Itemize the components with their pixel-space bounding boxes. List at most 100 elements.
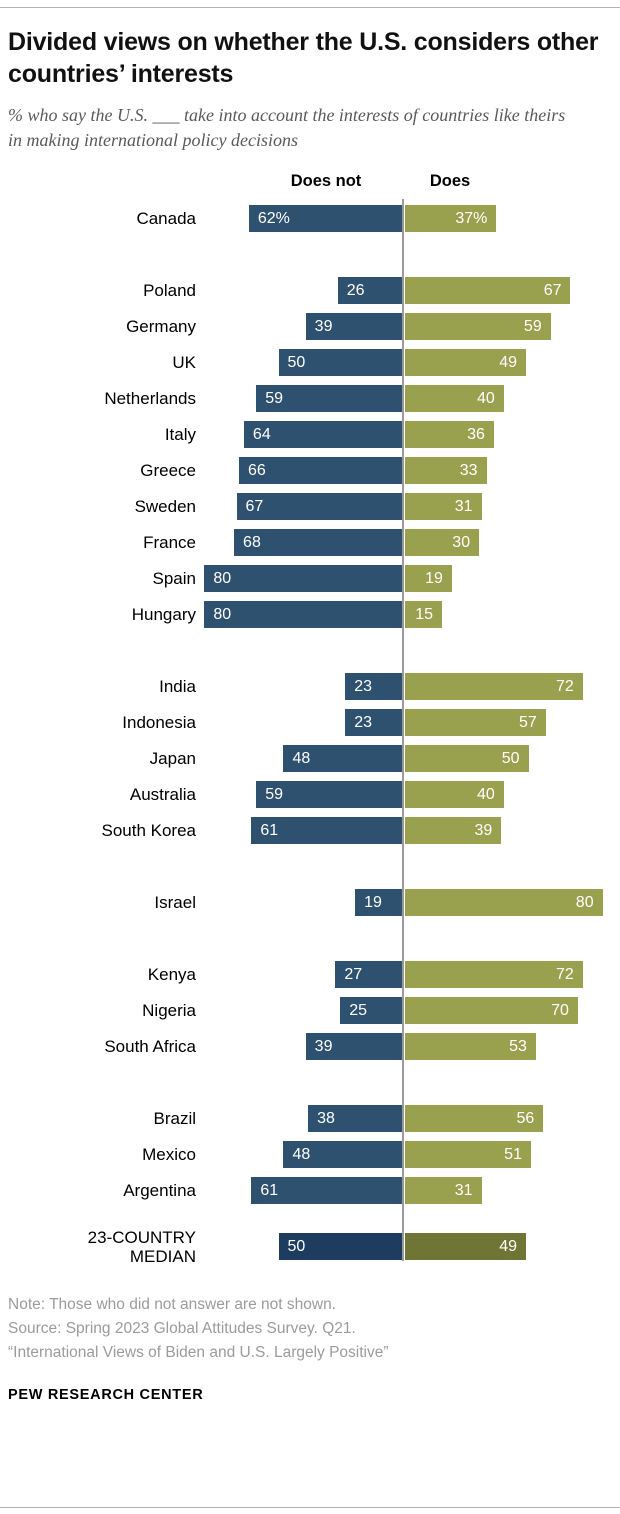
does-not-bar: 62% <box>248 205 402 233</box>
does-not-bar: 19 <box>355 889 402 917</box>
chart-row: Kenya 27 72 <box>8 957 610 993</box>
does-not-bar: 23 <box>345 709 402 737</box>
does-bar: 50 <box>405 745 529 773</box>
does-not-bar: 61 <box>251 817 402 845</box>
does-not-value: 66 <box>247 462 266 480</box>
does-bar: 33 <box>405 457 487 485</box>
country-group: Kenya 27 72 Nigeria 25 70 South Africa 39 53 <box>8 957 610 1065</box>
bar-pair: 64 36 <box>196 421 610 449</box>
bar-pair: 50 49 <box>196 349 610 377</box>
country-label: Nigeria <box>142 1001 196 1021</box>
label-column-spacer <box>8 171 196 201</box>
chart-row: UK 50 49 <box>8 345 610 381</box>
does-not-bar: 80 <box>204 565 402 593</box>
does-not-bar: 50 <box>278 349 402 377</box>
chart-row: India 23 72 <box>8 669 610 705</box>
country-label: Australia <box>129 785 196 805</box>
does-not-bar: 39 <box>305 1033 402 1061</box>
chart: Does not Does Canada 62% 37% Poland 26 67 Germ… <box>8 171 610 1267</box>
bar-pair: 80 19 <box>196 565 610 593</box>
chart-row: Italy 64 36 <box>8 417 610 453</box>
bar-pair: 23 57 <box>196 709 610 737</box>
does-value: 50 <box>501 750 520 768</box>
does-column-header: Does <box>429 171 471 190</box>
does-value: 49 <box>499 1238 518 1256</box>
bar-pair: 38 56 <box>196 1105 610 1133</box>
does-not-value: 62% <box>257 210 290 228</box>
country-label: Hungary <box>131 605 196 625</box>
does-not-bar: 68 <box>234 529 402 557</box>
country-label: Japan <box>149 749 196 769</box>
country-label: Spain <box>152 569 196 589</box>
country-label: Israel <box>154 893 196 913</box>
chart-row: Israel 19 80 <box>8 885 610 921</box>
header-area: Does not Does <box>196 171 610 201</box>
does-not-value: 67 <box>245 498 264 516</box>
chart-row: Hungary 80 15 <box>8 597 610 633</box>
does-bar: 15 <box>405 601 443 629</box>
does-not-bar: 64 <box>243 421 402 449</box>
does-not-bar: 66 <box>238 457 402 485</box>
country-label: Mexico <box>142 1145 196 1165</box>
country-group: Poland 26 67 Germany 39 59 UK 50 49 Netherlands 59… <box>8 273 610 633</box>
does-value: 49 <box>499 354 518 372</box>
chart-row: Canada 62% 37% <box>8 201 610 237</box>
bar-pair: 66 33 <box>196 457 610 485</box>
chart-subtitle: % who say the U.S. ___ take into account… <box>8 105 566 150</box>
chart-row: Australia 59 40 <box>8 777 610 813</box>
does-value: 31 <box>454 498 473 516</box>
does-not-bar: 67 <box>236 493 402 521</box>
chart-row: Greece 66 33 <box>8 453 610 489</box>
does-not-value: 64 <box>252 426 271 444</box>
country-label: South Africa <box>104 1037 196 1057</box>
does-not-value: 80 <box>213 606 232 624</box>
does-not-value: 38 <box>317 1110 335 1128</box>
does-not-value: 61 <box>260 1182 279 1200</box>
chart-title: Divided views on whether the U.S. consid… <box>8 28 599 88</box>
does-not-value: 59 <box>265 390 284 408</box>
does-not-column-header: Does not <box>290 171 362 190</box>
country-group: Brazil 38 56 Mexico 48 51 Argentina 61 31 <box>8 1101 610 1209</box>
chart-row: Brazil 38 56 <box>8 1101 610 1137</box>
does-value: 72 <box>556 678 574 696</box>
country-label: India <box>159 677 196 697</box>
median-row: 23-COUNTRY MEDIAN 50 49 <box>8 1227 610 1267</box>
does-bar: 56 <box>405 1105 544 1133</box>
does-not-value: 26 <box>346 282 365 300</box>
does-value: 36 <box>467 426 485 444</box>
does-not-bar: 25 <box>340 997 402 1025</box>
does-bar: 70 <box>405 997 578 1025</box>
bar-pair: 48 51 <box>196 1141 610 1169</box>
country-label: UK <box>172 353 196 373</box>
does-not-bar: 80 <box>204 601 402 629</box>
does-value: 59 <box>523 318 542 336</box>
country-label: Kenya <box>147 965 196 985</box>
does-bar: 31 <box>405 493 482 521</box>
bar-pair: 27 72 <box>196 961 610 989</box>
does-bar: 72 <box>405 673 583 701</box>
country-label: Poland <box>143 281 196 301</box>
bar-pair: 19 80 <box>196 889 610 917</box>
does-value: 51 <box>504 1146 522 1164</box>
source-line: Source: Spring 2023 Global Attitudes Sur… <box>8 1319 356 1337</box>
chart-row: Japan 48 50 <box>8 741 610 777</box>
bar-pair: 23 72 <box>196 673 610 701</box>
does-bar: 49 <box>405 349 527 377</box>
center-axis-line <box>402 198 404 1261</box>
country-label: France <box>143 533 196 553</box>
does-not-value: 59 <box>265 786 284 804</box>
does-not-value: 48 <box>292 1146 311 1164</box>
bar-pair: 61 31 <box>196 1177 610 1205</box>
country-label: Italy <box>164 425 196 445</box>
chart-column-headers: Does not Does <box>8 171 610 201</box>
does-bar: 40 <box>405 385 504 413</box>
does-not-bar: 61 <box>251 1177 402 1205</box>
does-not-bar: 39 <box>305 313 402 341</box>
does-not-value: 23 <box>354 678 372 696</box>
does-not-bar: 48 <box>283 745 402 773</box>
does-not-bar: 50 <box>278 1233 402 1261</box>
does-not-value: 80 <box>213 570 232 588</box>
does-bar: 67 <box>405 277 571 305</box>
chart-notes: Note: Those who did not answer are not s… <box>8 1293 610 1365</box>
bar-pair: 61 39 <box>196 817 610 845</box>
